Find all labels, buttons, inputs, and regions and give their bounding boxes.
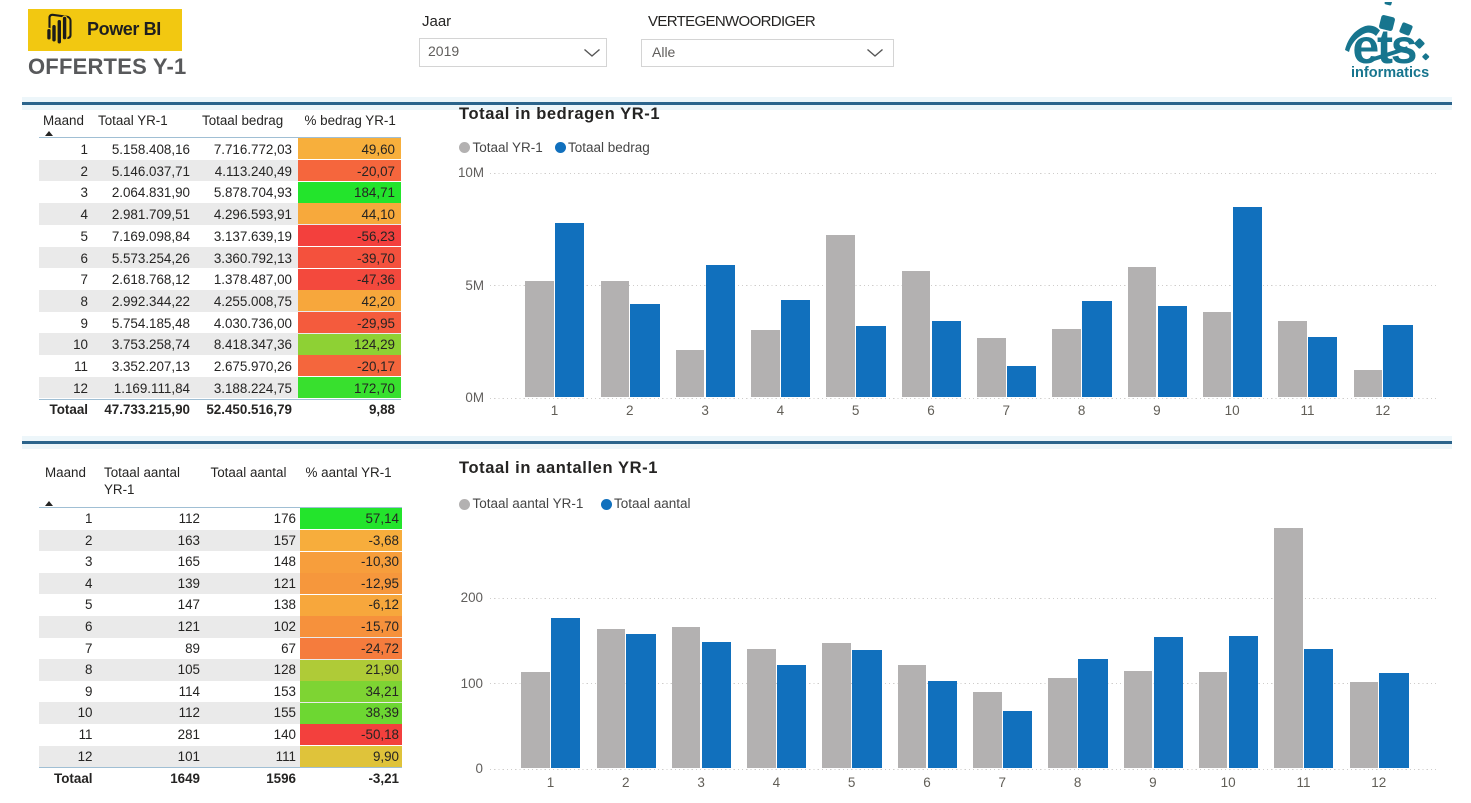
svg-text:informatics: informatics [1351, 65, 1429, 81]
